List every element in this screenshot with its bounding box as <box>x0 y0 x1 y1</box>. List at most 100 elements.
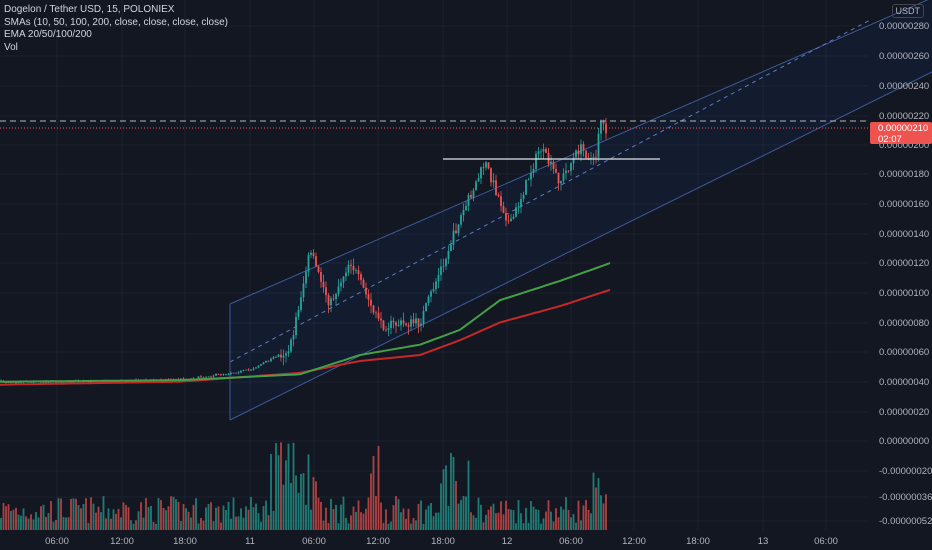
volume-bar <box>157 498 160 530</box>
volume-bar <box>220 522 222 530</box>
candle-body <box>542 148 545 152</box>
volume-bar <box>272 510 275 530</box>
candle-body <box>357 270 360 275</box>
volume-bar <box>332 509 335 530</box>
volume-bar <box>45 516 47 530</box>
volume-bar <box>277 455 280 530</box>
candle-body <box>355 270 357 272</box>
volume-bar <box>95 512 97 530</box>
volume-bar <box>602 503 605 530</box>
volume-bar <box>402 508 405 530</box>
volume-bar <box>395 496 397 530</box>
candle-body <box>465 205 467 210</box>
volume-bar <box>142 517 145 530</box>
volume-bar <box>50 501 52 530</box>
candle-body <box>277 354 280 357</box>
candle-body <box>457 224 460 234</box>
candle-body <box>520 198 522 207</box>
volume-bar <box>282 484 285 530</box>
last-price-value: 0.00000210 <box>878 123 928 134</box>
price-tick-label: 0.00000060 <box>879 347 929 358</box>
volume-bar <box>480 504 482 530</box>
time-tick-label: 18:00 <box>686 536 710 547</box>
volume-bar <box>522 523 525 530</box>
candle-body <box>202 377 205 379</box>
volume-bar <box>100 512 102 530</box>
volume-bar <box>117 508 120 530</box>
volume-bar <box>505 500 507 530</box>
candle-body <box>442 266 445 267</box>
candle-body <box>360 274 362 280</box>
candle-body <box>595 156 597 158</box>
price-axis[interactable]: 0.00000280 0.00000260 0.00000240 0.00000220… <box>879 21 932 527</box>
volume-bar <box>152 521 155 530</box>
candle-body <box>497 194 500 197</box>
currency-label[interactable]: USDT <box>891 4 924 18</box>
candle-body <box>425 303 427 312</box>
candle-body <box>310 252 312 255</box>
candle-body <box>15 382 17 384</box>
volume-bar <box>415 520 417 530</box>
volume-bar <box>245 506 247 530</box>
volume-bar <box>170 496 172 530</box>
volume-bar <box>280 442 282 530</box>
price-tick-label: 0.00000140 <box>879 229 929 240</box>
candle-body <box>550 161 552 164</box>
candle-body <box>257 365 260 368</box>
volume-bar <box>452 457 455 530</box>
candle-body <box>275 356 277 358</box>
volume-bar <box>172 496 175 530</box>
volume-bar <box>357 500 360 530</box>
volume-bar <box>105 518 107 530</box>
candle-body <box>297 310 300 317</box>
candle-body <box>327 295 330 306</box>
candle-body <box>285 353 287 356</box>
candle-body <box>405 323 407 326</box>
volume-bar <box>507 508 510 530</box>
sma-indicator-label[interactable]: SMAs (10, 50, 100, 200, close, close, cl… <box>4 16 228 28</box>
symbol-title[interactable]: Dogelon / Tether USD, 15, POLONIEX <box>4 4 175 15</box>
last-price-countdown: 02:07 <box>878 134 902 145</box>
volume-bar <box>210 502 212 530</box>
volume-bar <box>315 481 317 530</box>
volume-bar <box>290 482 292 530</box>
volume-bar <box>410 523 412 530</box>
candle-body <box>340 282 342 287</box>
volume-bar <box>550 511 552 530</box>
volume-bar <box>462 495 465 530</box>
volume-bar <box>77 504 80 530</box>
volume-bar <box>605 494 607 530</box>
candle-body <box>540 151 542 153</box>
candle-body <box>380 318 382 321</box>
volume-bar <box>595 487 597 530</box>
volume-bar <box>515 523 517 530</box>
candle-body <box>462 209 465 216</box>
ema-indicator-label[interactable]: EMA 20/50/100/200 <box>4 29 92 40</box>
volume-bar <box>562 509 565 530</box>
volume-bar <box>372 455 375 530</box>
candle-body <box>320 271 322 282</box>
volume-bar <box>225 509 227 530</box>
volume-bar <box>307 454 310 530</box>
volume-bar <box>240 508 242 530</box>
candle-body <box>377 312 380 319</box>
volume-bar <box>207 503 210 530</box>
volume-bar <box>85 498 87 530</box>
candle-body <box>352 265 355 271</box>
time-tick-label: 06:00 <box>302 536 326 547</box>
volume-bar <box>80 508 82 530</box>
candle-body <box>452 230 455 245</box>
candle-body <box>17 382 20 384</box>
volume-bar <box>572 514 575 530</box>
volume-bar <box>475 517 477 530</box>
volume-bar <box>460 499 462 530</box>
volume-indicator-label[interactable]: Vol <box>4 41 18 53</box>
time-axis[interactable]: 06:00 12:00 18:00 11 06:00 12:00 18:00 12 06:00 1… <box>45 536 838 547</box>
volume-bar <box>527 522 530 530</box>
time-tick-label: 12:00 <box>366 536 390 547</box>
volume-bar <box>35 512 37 530</box>
volume-bar <box>32 519 35 530</box>
volume-bar <box>540 523 542 530</box>
